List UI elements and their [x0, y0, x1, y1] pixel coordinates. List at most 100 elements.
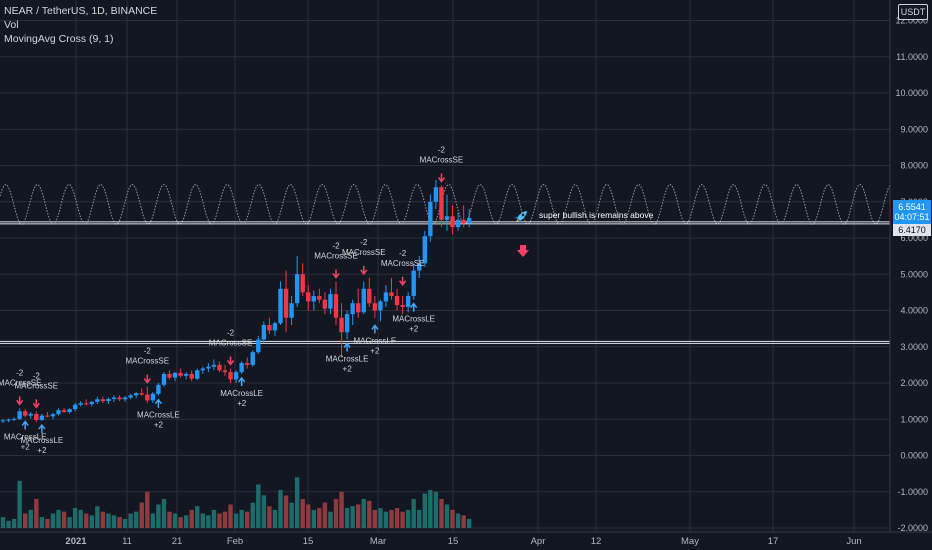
volume-bar: [422, 493, 427, 528]
candle-body: [405, 296, 411, 307]
short-signal-arrow: [32, 399, 40, 409]
candle-body: [111, 397, 117, 399]
volume-bar: [322, 502, 328, 528]
candle-body: [156, 384, 161, 394]
volume-bar: [134, 511, 139, 528]
volume-bar: [161, 499, 167, 528]
volume-bar: [250, 502, 255, 528]
price-axis-bg: [890, 0, 932, 550]
volume-bar: [294, 477, 300, 528]
time-tick-label: Apr: [531, 536, 546, 547]
short-signal-arrow: [360, 265, 368, 276]
candle-body: [417, 263, 422, 271]
price-tick-label: 12.0000: [895, 16, 928, 26]
signal-position: -2: [16, 368, 24, 377]
volume-bar: [78, 509, 83, 528]
horizontal-lines[interactable]: [0, 221, 890, 344]
volume-bar: [383, 511, 389, 528]
annotation-text[interactable]: super bullish is remains above: [539, 210, 654, 220]
volume-bar: [228, 504, 233, 528]
long-signal-arrow: [238, 376, 246, 386]
candle-body: [383, 292, 389, 302]
volume-bar: [211, 509, 217, 528]
candle-body: [455, 219, 461, 228]
signal-label: MACrossSE: [126, 357, 170, 366]
volume-bar: [344, 508, 350, 528]
time-tick-label: 17: [768, 536, 779, 547]
volume-bar: [339, 491, 344, 528]
volume-bar: [239, 509, 244, 528]
signal-position: +2: [409, 325, 419, 334]
volume-bar: [372, 509, 378, 528]
volume-bar: [34, 499, 39, 528]
indicator-legend[interactable]: MovingAvg Cross (9, 1): [4, 33, 114, 45]
price-tick-label: 11.0000: [896, 52, 928, 62]
candle-body: [34, 413, 39, 420]
volume-bar: [217, 513, 222, 528]
volume-bar: [128, 513, 133, 528]
time-tick-label: Feb: [227, 536, 243, 547]
volume-bar: [272, 509, 278, 528]
annotation[interactable]: super bullish is remains above: [513, 208, 654, 257]
candle-body: [439, 187, 444, 220]
long-signal-arrow: [38, 423, 46, 434]
volume-bar: [28, 509, 33, 528]
volume-legend[interactable]: Vol: [4, 19, 19, 31]
volume-bar: [261, 495, 267, 528]
candle-body: [228, 372, 233, 380]
candle-body: [217, 364, 222, 371]
time-axis[interactable]: 2021 11 21 Feb 15 Mar 15 Apr 12 May 17 Jun: [0, 531, 932, 547]
long-signal-arrow: [154, 398, 162, 408]
candle-body: [267, 325, 272, 331]
volume-bar: [11, 518, 17, 528]
candle-body: [145, 394, 150, 401]
signal-position: -2: [332, 242, 340, 251]
signal-label: MACrossLE: [137, 411, 180, 420]
candle-body: [189, 373, 194, 379]
candle-body: [428, 201, 433, 237]
currency-button[interactable]: USDT: [898, 4, 928, 20]
volume-bar: [467, 518, 472, 528]
price-tick-label: 8.0000: [900, 161, 928, 171]
candle-body: [200, 368, 205, 371]
volume-bar: [300, 499, 305, 528]
short-signal-arrow: [332, 269, 340, 279]
signal-label: MACrossSE: [342, 248, 386, 257]
volume-bar: [433, 491, 439, 528]
candle-body: [45, 415, 50, 417]
sine-wave-drawing: [0, 183, 891, 225]
symbol-title[interactable]: NEAR / TetherUS, 1D, BINANCE: [4, 5, 158, 17]
price-tick-label: -1.0000: [897, 487, 928, 497]
volume-bar: [306, 504, 311, 528]
signal-label: MACrossLE: [326, 355, 369, 364]
candle-body: [100, 399, 106, 402]
down-arrow-icon[interactable]: [517, 245, 529, 257]
price-axis[interactable]: 12.000011.000010.00009.00008.00007.00006…: [889, 0, 932, 550]
signal-label: MACrossLE: [21, 436, 64, 445]
volume-bar: [245, 511, 250, 528]
price-tick-label: 9.0000: [900, 124, 928, 134]
candle-body: [272, 323, 278, 331]
price-tick-label: 1.0000: [900, 414, 928, 424]
volume-bar: [455, 513, 461, 528]
signal-position: -2: [360, 238, 368, 247]
grid-lines: [0, 0, 890, 532]
last-price: 6.5541: [898, 202, 926, 212]
volume-bar: [428, 489, 433, 528]
rocket-flame: [515, 219, 519, 223]
volume-bar: [50, 513, 56, 528]
time-tick-label: 15: [303, 536, 314, 547]
price-tick-label: 0.0000: [900, 451, 928, 461]
candle-body: [356, 303, 361, 313]
candle-body: [239, 363, 244, 373]
volume-bar: [283, 495, 289, 528]
candle-body: [389, 292, 394, 296]
volume-bar: [439, 499, 444, 528]
candle-body: [317, 296, 322, 300]
rocket-icon[interactable]: [513, 208, 530, 225]
signal-label: MACrossSE: [420, 155, 464, 164]
candle-body: [411, 270, 416, 296]
candle-body: [306, 292, 311, 302]
candle-body: [311, 296, 316, 302]
